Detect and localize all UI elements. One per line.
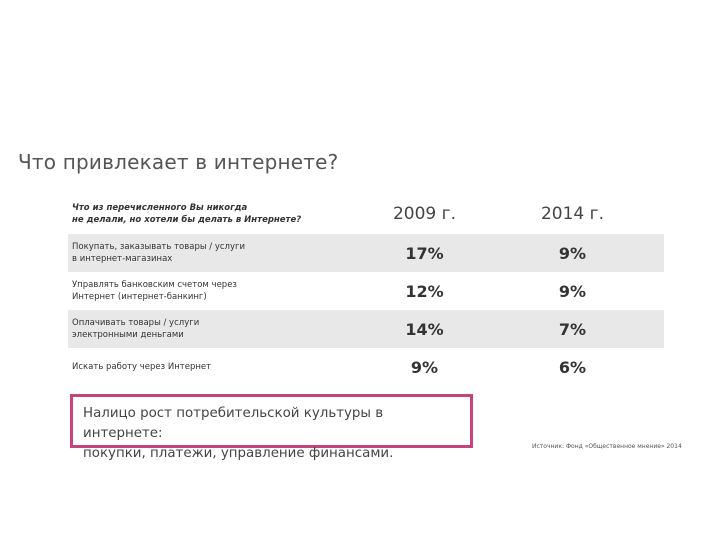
conclusion-text: Налицо рост потребительской культуры в и… <box>83 406 394 461</box>
survey-table: Что из перечисленного Вы никогда не дела… <box>68 194 664 386</box>
table-row: Управлять банковским счетом через Интерн… <box>68 272 664 310</box>
value-2009: 9% <box>410 357 439 377</box>
value-2014: 9% <box>558 243 587 263</box>
value-2009: 17% <box>405 243 444 263</box>
header-question: Что из перечисленного Вы никогда не дела… <box>72 203 302 225</box>
value-2009: 12% <box>405 281 444 301</box>
source-note: Источник: Фонд «Общественное мнение» 201… <box>532 443 682 450</box>
table-row: Искать работу через Интернет 9% 6% <box>68 348 664 386</box>
year-2014-header: 2014 г. <box>540 204 604 224</box>
slide-title: Что привлекает в интернете? <box>18 150 339 174</box>
value-2009: 14% <box>405 319 444 339</box>
conclusion-box: Налицо рост потребительской культуры в и… <box>70 394 473 461</box>
year-2009-header: 2009 г. <box>392 204 456 224</box>
row-label: Искать работу через Интернет <box>72 362 212 372</box>
row-label: Управлять банковским счетом через Интерн… <box>72 280 237 302</box>
value-2014: 6% <box>558 357 587 377</box>
row-label: Покупать, заказывать товары / услуги в и… <box>72 242 245 264</box>
row-label: Оплачивать товары / услуги электронными … <box>72 318 200 340</box>
table-header: Что из перечисленного Вы никогда не дела… <box>68 194 664 234</box>
value-2014: 7% <box>558 319 587 339</box>
table-row: Покупать, заказывать товары / услуги в и… <box>68 234 664 272</box>
table-row: Оплачивать товары / услуги электронными … <box>68 310 664 348</box>
value-2014: 9% <box>558 281 587 301</box>
